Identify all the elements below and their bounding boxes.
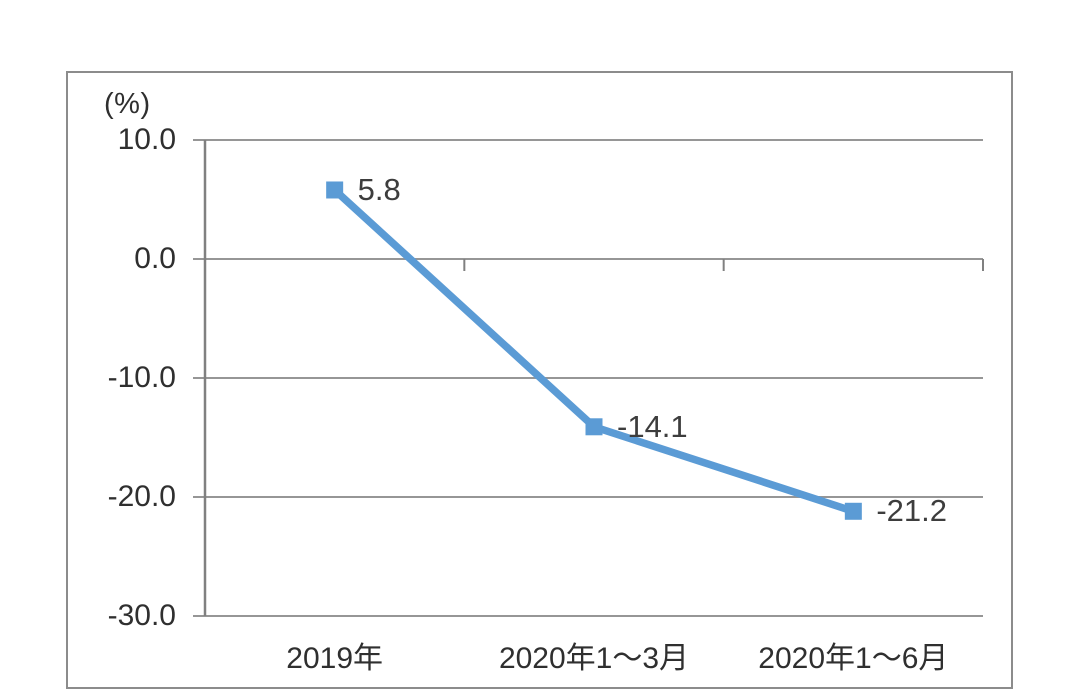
y-tick-label-10: 10.0 xyxy=(117,123,176,156)
y-axis-unit-label: (%) xyxy=(104,88,151,120)
data-point-label-2: -14.1 xyxy=(617,408,688,444)
data-point-label-3: -21.2 xyxy=(876,493,947,529)
x-category-label-2020q1: 2020年1～3月 xyxy=(498,642,690,675)
y-tick-label-0: 0.0 xyxy=(134,242,176,275)
data-point-marker xyxy=(844,502,862,520)
data-point-marker xyxy=(326,181,344,199)
data-point-marker xyxy=(585,418,603,436)
x-category-label-2020h1: 2020年1～6月 xyxy=(758,642,949,675)
x-category-label-2019: 2019年 xyxy=(286,642,384,675)
y-tick-label-neg30: -30.0 xyxy=(107,599,176,632)
data-line xyxy=(330,186,858,516)
y-tick-label-neg10: -10.0 xyxy=(107,361,176,394)
data-point-label-1: 5.8 xyxy=(357,171,401,207)
y-tick-label-neg20: -20.0 xyxy=(107,480,176,513)
